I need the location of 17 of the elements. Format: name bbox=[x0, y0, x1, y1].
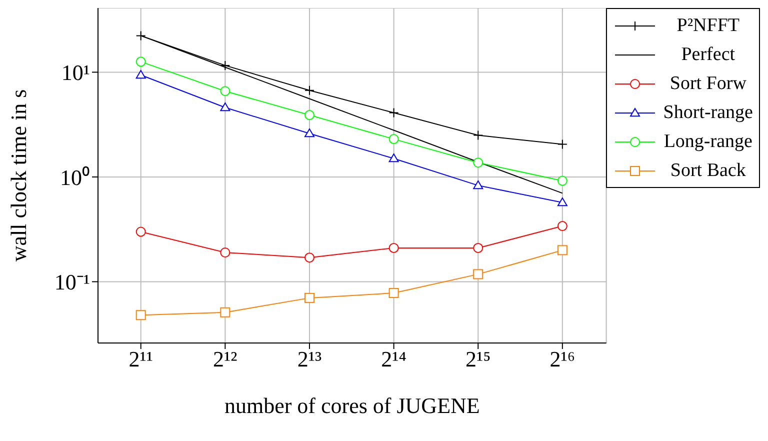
x-tick-label: 2¹¹ bbox=[128, 346, 153, 372]
y-tick-label: 10¹ bbox=[61, 60, 90, 86]
legend-label: Short-range bbox=[663, 102, 753, 124]
legend-label: Perfect bbox=[680, 44, 736, 66]
legend-label: Long-range bbox=[663, 130, 753, 152]
y-axis-title: wall clock time in s bbox=[6, 89, 31, 262]
legend-label: Sort Forw bbox=[668, 72, 748, 94]
x-tick-label: 2¹⁵ bbox=[465, 346, 491, 372]
legend-label: P²NFFT bbox=[676, 14, 741, 36]
y-tick-label: 10⁻¹ bbox=[54, 270, 90, 295]
x-tick-label: 2¹⁶ bbox=[550, 346, 576, 372]
y-tick-label: 10⁰ bbox=[60, 164, 90, 190]
x-tick-label: 2¹⁴ bbox=[381, 346, 407, 372]
x-axis-title: number of cores of JUGENE bbox=[224, 393, 480, 418]
x-tick-label: 2¹² bbox=[213, 346, 238, 372]
legend-label: Sort Back bbox=[669, 160, 747, 182]
x-tick-label: 2¹³ bbox=[297, 346, 322, 372]
